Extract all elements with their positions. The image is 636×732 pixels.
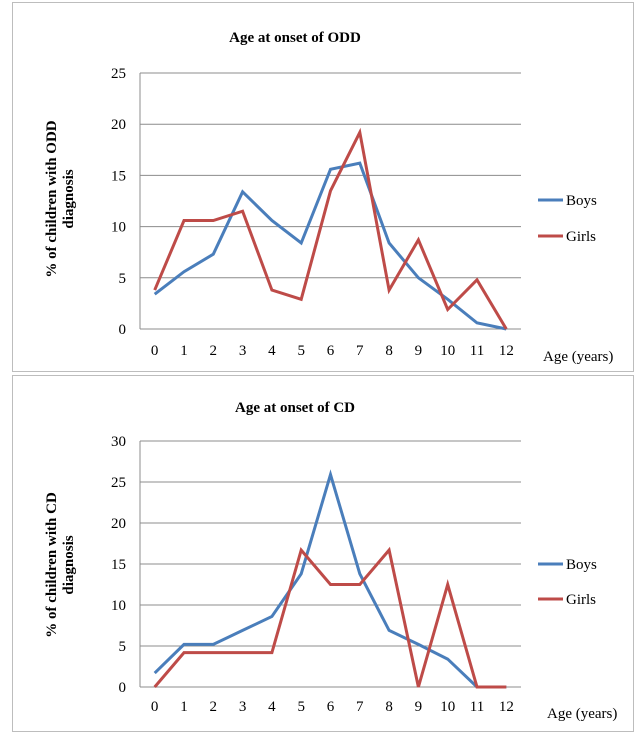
cd-legend-boys-label: Boys — [566, 557, 597, 573]
cd-chart: Age at onset of CD % of children with CD… — [44, 400, 617, 722]
odd-x-tick-label-10: 10 — [440, 343, 455, 359]
odd-x-tick-label-1: 1 — [180, 343, 188, 359]
odd-gridlines — [139, 72, 521, 330]
cd-series — [153, 469, 507, 689]
cd-y-tick-label-0: 0 — [119, 680, 127, 696]
odd-legend-boys-label: Boys — [566, 193, 597, 209]
cd-chart-title: Age at onset of CD — [235, 400, 355, 416]
odd-x-tick-label-3: 3 — [239, 343, 247, 359]
odd-x-tick-label-2: 2 — [210, 343, 218, 359]
odd-x-tick-label-8: 8 — [385, 343, 393, 359]
cd-x-tick-labels: 0 1 2 3 4 5 6 7 8 9 10 11 12 — [151, 699, 514, 715]
cd-x-tick-label-1: 1 — [180, 699, 188, 715]
cd-x-tick-label-10: 10 — [440, 699, 455, 715]
odd-x-tick-label-7: 7 — [356, 343, 364, 359]
odd-x-tick-labels: 0 1 2 3 4 5 6 7 8 9 10 11 12 — [151, 343, 514, 359]
cd-x-tick-label-7: 7 — [356, 699, 364, 715]
odd-x-tick-label-4: 4 — [268, 343, 276, 359]
cd-y-tick-labels: 0 5 10 15 20 25 30 — [111, 434, 126, 696]
odd-x-tick-label-12: 12 — [499, 343, 514, 359]
cd-x-tick-label-11: 11 — [470, 699, 484, 715]
cd-x-tick-label-6: 6 — [327, 699, 335, 715]
odd-legend: Boys Girls — [538, 193, 597, 245]
cd-gridlines — [139, 440, 521, 688]
odd-x-tick-label-5: 5 — [297, 343, 305, 359]
odd-legend-girls-label: Girls — [566, 229, 596, 245]
cd-chart-panel: Age at onset of CD % of children with CD… — [12, 375, 634, 732]
odd-y-tick-labels: 0 5 10 15 20 25 — [111, 66, 126, 338]
odd-y-tick-label-10: 10 — [111, 220, 126, 236]
cd-legend-girls-label: Girls — [566, 592, 596, 608]
odd-y-tick-label-15: 15 — [111, 168, 126, 184]
cd-x-tick-label-8: 8 — [385, 699, 393, 715]
odd-chart: Age at onset of ODD % of children with O… — [44, 30, 613, 365]
cd-x-tick-label-2: 2 — [210, 699, 218, 715]
cd-x-tick-label-0: 0 — [151, 699, 159, 715]
cd-y-tick-label-15: 15 — [111, 557, 126, 573]
cd-x-tick-label-5: 5 — [297, 699, 305, 715]
cd-y-tick-label-10: 10 — [111, 598, 126, 614]
cd-legend: Boys Girls — [538, 557, 597, 608]
odd-x-axis-label: Age (years) — [543, 349, 613, 365]
cd-x-tick-label-4: 4 — [268, 699, 276, 715]
cd-x-tick-label-9: 9 — [415, 699, 423, 715]
odd-series-girls-line — [153, 127, 508, 330]
cd-y-tick-label-5: 5 — [119, 639, 127, 655]
cd-x-tick-label-3: 3 — [239, 699, 247, 715]
cd-y-tick-label-25: 25 — [111, 475, 126, 491]
odd-x-tick-label-9: 9 — [415, 343, 423, 359]
cd-y-tick-label-30: 30 — [111, 434, 126, 450]
odd-x-tick-label-6: 6 — [327, 343, 335, 359]
odd-y-tick-label-5: 5 — [119, 271, 127, 287]
cd-y-axis-label: % of children with CD diagnosis — [44, 492, 77, 638]
odd-y-tick-label-0: 0 — [119, 322, 127, 338]
odd-y-axis-label-line1: % of children with ODD — [44, 120, 60, 277]
odd-x-tick-label-11: 11 — [470, 343, 484, 359]
cd-series-boys-line — [153, 469, 507, 689]
odd-y-axis-label: % of children with ODD diagnosis — [44, 120, 77, 277]
odd-series — [153, 127, 508, 331]
odd-x-tick-label-0: 0 — [151, 343, 159, 359]
cd-x-axis-label: Age (years) — [547, 706, 617, 722]
cd-y-axis-label-line2: diagnosis — [61, 535, 77, 594]
odd-y-axis-label-line2: diagnosis — [61, 169, 77, 228]
cd-y-tick-label-20: 20 — [111, 516, 126, 532]
odd-series-boys-line — [153, 161, 507, 331]
odd-y-tick-label-25: 25 — [111, 66, 126, 82]
cd-series-girls-line — [153, 546, 507, 689]
odd-chart-title: Age at onset of ODD — [229, 30, 361, 46]
cd-y-axis-label-line1: % of children with CD — [44, 492, 60, 638]
odd-y-tick-label-20: 20 — [111, 117, 126, 133]
cd-x-tick-label-12: 12 — [499, 699, 514, 715]
odd-chart-panel: Age at onset of ODD % of children with O… — [12, 2, 634, 372]
